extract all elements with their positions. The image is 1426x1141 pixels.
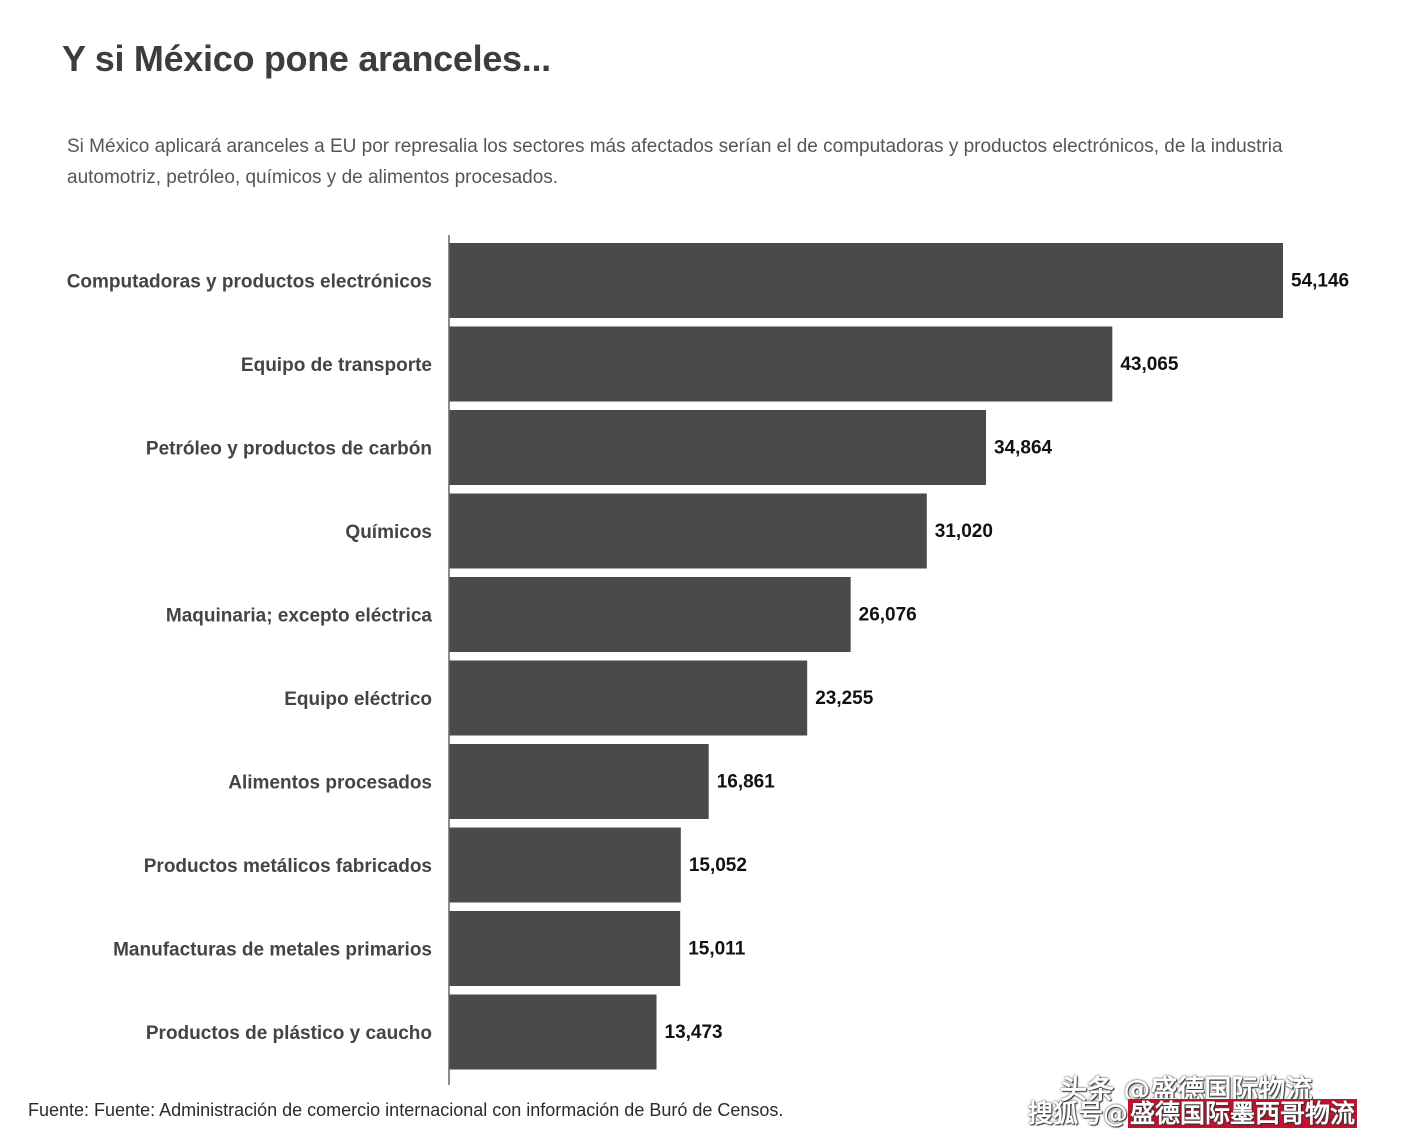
bar-4 — [449, 577, 851, 652]
category-label-8: Manufacturas de metales primarios — [113, 940, 432, 961]
bar-0 — [449, 243, 1283, 318]
value-label-7: 15,052 — [689, 855, 747, 876]
category-label-4: Maquinaria; excepto eléctrica — [166, 606, 433, 627]
category-label-5: Equipo eléctrico — [284, 689, 432, 710]
bar-8 — [449, 911, 681, 986]
category-label-0: Computadoras y productos electrónicos — [67, 272, 432, 293]
watermark-prefix: 搜狐号@ — [1028, 1099, 1129, 1128]
value-labels-layer: 54,146 43,065 34,864 31,020 26,076 23,255 16,8… — [665, 271, 1350, 1044]
value-label-6: 16,861 — [717, 772, 776, 793]
bar-2 — [449, 410, 987, 485]
watermark-highlight: 盛德国际墨西哥物流 — [1128, 1099, 1358, 1128]
category-label-1: Equipo de transporte — [241, 355, 432, 376]
value-label-1: 43,065 — [1120, 354, 1179, 375]
value-label-3: 31,020 — [935, 521, 993, 542]
value-label-8: 15,011 — [688, 939, 745, 960]
value-label-9: 13,473 — [665, 1022, 723, 1043]
source-note: Fuente: Fuente: Administración de comerc… — [28, 1100, 784, 1120]
value-label-0: 54,146 — [1291, 271, 1349, 292]
bar-5 — [449, 660, 808, 736]
value-label-5: 23,255 — [815, 688, 874, 709]
chart-title: Y si México pone aranceles... — [62, 38, 551, 79]
bars-layer — [449, 243, 1283, 1070]
chart-subtitle: Si México aplicará aranceles a EU por re… — [67, 136, 1283, 188]
category-labels-layer: Computadoras y productos electrónicos Equ… — [67, 272, 433, 1045]
bar-3 — [449, 493, 927, 569]
watermark-line-2: 搜狐号@盛德国际墨西哥物流 — [1028, 1094, 1358, 1130]
value-label-4: 26,076 — [859, 605, 917, 626]
category-label-3: Químicos — [345, 522, 432, 543]
category-label-7: Productos metálicos fabricados — [144, 856, 432, 877]
bar-1 — [449, 326, 1113, 402]
bar-7 — [449, 827, 681, 903]
bar-9 — [449, 994, 657, 1070]
value-label-2: 34,864 — [994, 438, 1053, 459]
category-label-6: Alimentos procesados — [228, 773, 432, 794]
category-label-2: Petróleo y productos de carbón — [146, 439, 432, 460]
category-label-9: Productos de plástico y caucho — [146, 1023, 432, 1044]
bar-6 — [449, 744, 709, 819]
